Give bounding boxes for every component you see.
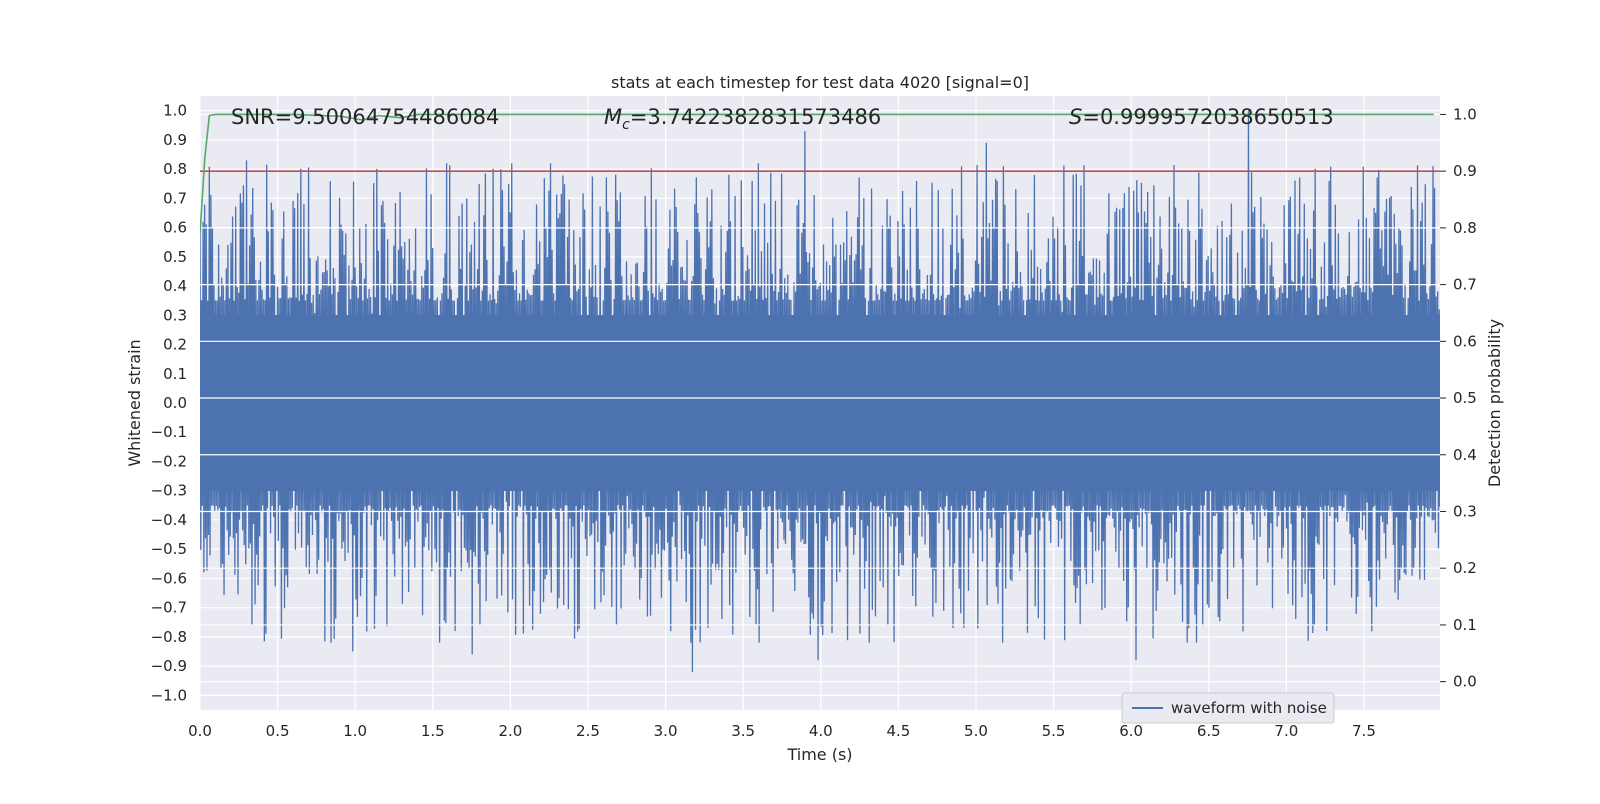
y-tick-label-left: −0.1 bbox=[151, 423, 187, 441]
y-tick-label-left: 0.1 bbox=[163, 365, 187, 383]
score-annotation: S=0.9999572038650513 bbox=[1069, 105, 1334, 129]
y-tick-label-left: −0.3 bbox=[151, 482, 187, 500]
legend-box bbox=[1121, 692, 1335, 724]
x-tick-label: 7.5 bbox=[1352, 722, 1376, 740]
y-tick-label-left: 0.8 bbox=[163, 160, 187, 178]
waveform-core-band bbox=[200, 314, 1440, 492]
y-tick-label-right: 0.8 bbox=[1453, 219, 1477, 237]
y-tick-label-left: 0.9 bbox=[163, 131, 187, 149]
probability-series-layer bbox=[200, 113, 1440, 683]
x-tick-label: 0.5 bbox=[266, 722, 290, 740]
y-axis-label-right: Detection probability bbox=[1485, 319, 1504, 487]
x-tick-label: 1.0 bbox=[343, 722, 367, 740]
x-tick-label: 3.0 bbox=[654, 722, 678, 740]
y-tick-label-right: 0.0 bbox=[1453, 673, 1477, 691]
chirp-mass-annotation: Mc=3.7422382831573486 bbox=[604, 105, 881, 133]
x-tick-label: 0.0 bbox=[188, 722, 212, 740]
y-tick-label-left: −0.4 bbox=[151, 511, 187, 529]
y-tick-label-left: 0.5 bbox=[163, 248, 187, 266]
snr-annotation: SNR=9.50064754486084 bbox=[231, 105, 499, 129]
tick-layer: 0.0 0.5 1.0 1.5 2.0 2.5 3.0 3.5 4.0 4.5 5.0 5.5 6.0 6… bbox=[151, 102, 1477, 740]
y-tick-label-left: 0.6 bbox=[163, 219, 187, 237]
waveform-series bbox=[200, 110, 1440, 672]
x-tick-label: 5.0 bbox=[964, 722, 988, 740]
x-tick-label: 4.5 bbox=[886, 722, 910, 740]
y-tick-label-left: −0.9 bbox=[151, 657, 187, 675]
legend-label-waveform: waveform with noise bbox=[1171, 699, 1327, 717]
y-tick-label-left: 0.0 bbox=[163, 394, 187, 412]
y-tick-label-left: 0.4 bbox=[163, 277, 187, 295]
y-tick-label-right: 0.3 bbox=[1453, 502, 1477, 520]
x-tick-label: 6.0 bbox=[1119, 722, 1143, 740]
x-axis-label: Time (s) bbox=[786, 745, 852, 764]
y-tick-label-right: 0.1 bbox=[1453, 616, 1477, 634]
legend: waveform with noise bbox=[1121, 692, 1335, 724]
y-axis-label-left: Whitened strain bbox=[125, 339, 144, 466]
x-tick-label: 7.0 bbox=[1274, 722, 1298, 740]
y-tick-label-left: −0.2 bbox=[151, 452, 187, 470]
y-tick-label-left: 1.0 bbox=[163, 102, 187, 120]
y-tick-label-right: 0.5 bbox=[1453, 389, 1477, 407]
chart-title: stats at each timestep for test data 402… bbox=[611, 73, 1029, 92]
y-tick-label-left: −1.0 bbox=[151, 686, 187, 704]
x-tick-label: 3.5 bbox=[731, 722, 755, 740]
y-tick-label-left: −0.8 bbox=[151, 628, 187, 646]
x-tick-label: 2.5 bbox=[576, 722, 600, 740]
y-tick-label-left: 0.7 bbox=[163, 189, 187, 207]
y-tick-label-left: 0.2 bbox=[163, 336, 187, 354]
y-tick-label-left: −0.6 bbox=[151, 569, 187, 587]
y-tick-label-right: 0.4 bbox=[1453, 446, 1477, 464]
x-tick-label: 5.5 bbox=[1042, 722, 1066, 740]
y-tick-label-right: 1.0 bbox=[1453, 105, 1477, 123]
x-tick-label: 4.0 bbox=[809, 722, 833, 740]
y-tick-label-right: 0.9 bbox=[1453, 162, 1477, 180]
x-tick-label: 2.0 bbox=[498, 722, 522, 740]
y-tick-label-left: −0.7 bbox=[151, 599, 187, 617]
y-tick-label-left: −0.5 bbox=[151, 540, 187, 558]
y-tick-label-right: 0.7 bbox=[1453, 276, 1477, 294]
y-tick-label-right: 0.2 bbox=[1453, 559, 1477, 577]
detection-probability-line bbox=[200, 113, 1434, 234]
x-tick-label: 6.5 bbox=[1197, 722, 1221, 740]
y-tick-label-left: 0.3 bbox=[163, 306, 187, 324]
y-tick-label-right: 0.6 bbox=[1453, 332, 1477, 350]
x-tick-label: 1.5 bbox=[421, 722, 445, 740]
